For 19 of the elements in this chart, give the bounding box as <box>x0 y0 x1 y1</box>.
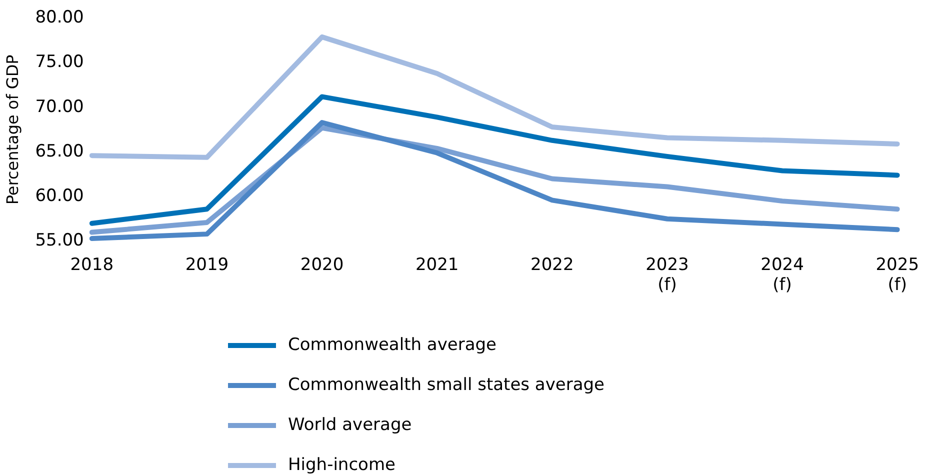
y-tick-label: 65.00 <box>35 141 84 162</box>
x-tick-label: 2019 <box>185 254 229 275</box>
y-tick-label: 60.00 <box>35 186 84 206</box>
x-tick-label: 2018 <box>70 254 114 275</box>
legend-label: Commonwealth average <box>288 335 497 355</box>
x-tick-label: 2023 (f) <box>646 254 689 296</box>
x-tick-label: 2025 (f) <box>876 254 919 296</box>
y-axis-title: Percentage of GDP <box>2 54 22 205</box>
y-tick-label: 55.00 <box>35 230 84 251</box>
x-tick-label: 2022 <box>530 254 574 275</box>
y-tick-label: 70.00 <box>35 96 84 117</box>
x-tick-label: 2024 (f) <box>760 254 804 296</box>
y-tick-label: 80.00 <box>35 8 84 28</box>
legend-label: World average <box>288 415 412 435</box>
legend-label: High-income <box>288 455 396 475</box>
y-tick-label: 75.00 <box>35 52 84 72</box>
x-tick-label: 2020 <box>300 254 344 275</box>
legend-label: Commonwealth small states average <box>288 375 605 395</box>
x-tick-label: 2021 <box>415 254 459 275</box>
